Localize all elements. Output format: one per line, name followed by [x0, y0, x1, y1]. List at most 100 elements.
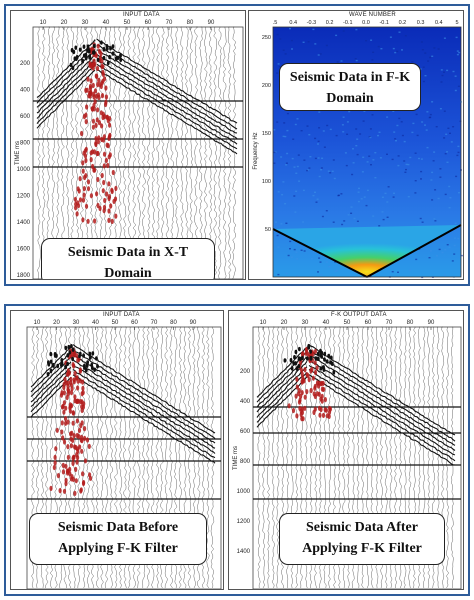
red-wavelet [295, 384, 299, 390]
spectrum-speckle [380, 48, 383, 50]
red-wavelet [94, 136, 98, 142]
black-wavelet [92, 50, 95, 55]
black-wavelet [297, 364, 301, 369]
before-filter-panel: INPUT DATA 10 20 30 40 50 60 70 80 90 Seismic Da… [10, 310, 224, 590]
spectrum-speckle [352, 148, 354, 150]
fk-x-tick-label: -0.1 [343, 20, 352, 26]
black-wavelet [102, 47, 106, 52]
red-wavelet [86, 186, 91, 192]
seismic-trace [37, 26, 41, 279]
spectrum-speckle [360, 198, 363, 200]
spectrum-speckle [395, 140, 397, 142]
red-wavelet [101, 188, 105, 194]
spectrum-speckle [340, 193, 343, 195]
spectrum-speckle [276, 33, 279, 36]
red-wavelet [91, 118, 95, 124]
red-wavelet [79, 423, 83, 429]
spectrum-speckle [412, 122, 415, 125]
red-wavelet [62, 409, 66, 415]
spectrum-speckle [352, 162, 355, 164]
spectrum-speckle [374, 152, 377, 154]
spectrum-speckle [353, 217, 356, 220]
seismic-trace [113, 26, 117, 279]
seismic-trace [84, 26, 89, 279]
spectrum-speckle [459, 120, 462, 122]
spectrum-speckle [357, 191, 360, 193]
red-wavelet [321, 380, 325, 386]
moveout-event-right [97, 49, 238, 134]
red-wavelet [108, 152, 112, 158]
spectrum-speckle [438, 248, 441, 251]
spectrum-speckle [431, 55, 434, 57]
spectrum-speckle [282, 135, 285, 138]
moveout-event-right [308, 369, 456, 462]
spectrum-speckle [422, 80, 425, 83]
red-wavelet [323, 397, 327, 403]
fk-x-tick-label: 0.0 [362, 20, 370, 26]
y-tick-label: 1400 [237, 549, 251, 555]
red-wavelet [68, 471, 72, 477]
spectrum-speckle [369, 275, 372, 277]
before-caption-line2: Applying F-K Filter [58, 541, 178, 556]
x-tick-label: 30 [302, 320, 309, 326]
seismic-trace [175, 26, 179, 279]
red-wavelet [91, 82, 95, 88]
seismic-trace [41, 26, 46, 279]
spectrum-speckle [282, 181, 285, 183]
spectrum-speckle [449, 197, 452, 199]
spectrum-speckle [428, 257, 431, 259]
x-tick-label: 80 [187, 20, 194, 26]
plot-frame [252, 326, 462, 589]
red-wavelet [66, 380, 70, 386]
red-wavelet [88, 93, 92, 99]
red-wavelet [100, 123, 104, 129]
seismic-trace [65, 26, 70, 279]
x-tick-label: 50 [112, 320, 119, 326]
spectrum-speckle [285, 222, 288, 224]
spectrum-speckle [273, 129, 276, 131]
fk-caption: Seismic Data in F-K Domain [279, 63, 421, 111]
spectrum-speckle [460, 254, 463, 257]
black-wavelet [69, 62, 73, 68]
moveout-event-left [36, 65, 96, 124]
red-wavelet [287, 403, 291, 409]
before-caption: Seismic Data Before Applying F-K Filter [29, 513, 207, 565]
red-wavelet [93, 88, 98, 94]
red-wavelet [313, 348, 318, 354]
spectrum-speckle [382, 218, 385, 221]
spectrum-speckle [320, 169, 323, 171]
black-wavelet [64, 345, 68, 351]
spectrum-speckle [454, 89, 457, 92]
seismic-trace [151, 26, 156, 279]
spectrum-speckle [319, 261, 322, 263]
red-wavelet [61, 435, 65, 441]
black-wavelet [70, 344, 73, 349]
y-tick-label: 600 [20, 114, 31, 120]
spectrum-speckle [335, 134, 338, 137]
seismic-trace [262, 326, 266, 589]
fk-y-tick-label: 100 [262, 179, 271, 185]
x-tick-label: 40 [103, 20, 110, 26]
spectrum-speckle [325, 210, 328, 212]
seismic-trace [194, 26, 199, 279]
spectrum-speckle [401, 49, 403, 51]
spectrum-speckle [405, 163, 408, 166]
red-wavelet [69, 390, 74, 396]
red-wavelet [102, 163, 106, 169]
spectrum-speckle [397, 164, 400, 167]
fk-energy-wedge [273, 225, 461, 277]
red-wavelet [69, 476, 74, 482]
red-wavelet [91, 124, 95, 130]
y-tick-label: 1000 [17, 167, 31, 173]
red-wavelet [316, 383, 321, 389]
spectrum-speckle [401, 134, 404, 137]
spectrum-speckle [337, 194, 340, 196]
spectrum-speckle [448, 246, 451, 248]
moveout-event-right [308, 374, 456, 466]
spectrum-speckle [318, 175, 321, 178]
seismic-trace [146, 26, 151, 279]
x-tick-label: 80 [407, 320, 414, 326]
black-wavelet [327, 353, 331, 359]
spectrum-speckle [344, 152, 347, 154]
black-wavelet [316, 351, 320, 357]
